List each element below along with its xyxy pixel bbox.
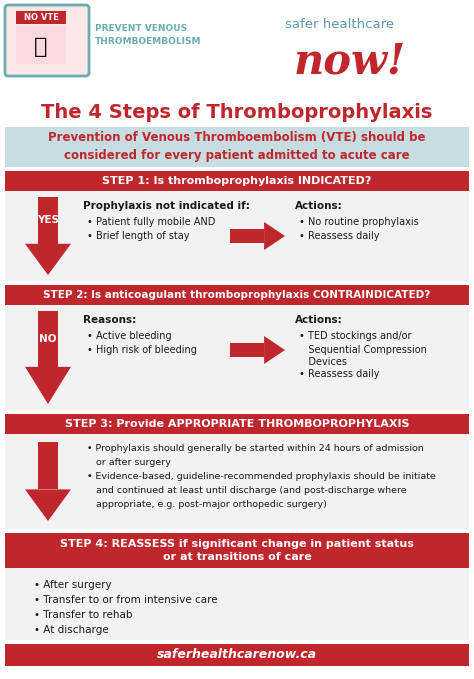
Text: • Evidence-based, guideline-recommended prophylaxis should be initiate: • Evidence-based, guideline-recommended …	[87, 472, 436, 481]
Text: • High risk of bleeding: • High risk of bleeding	[87, 345, 197, 355]
Text: STEP 1: Is thromboprophylaxis INDICATED?: STEP 1: Is thromboprophylaxis INDICATED?	[102, 176, 372, 186]
Text: or after surgery: or after surgery	[87, 458, 171, 467]
Bar	[38, 197, 58, 244]
Polygon shape	[264, 336, 285, 364]
Text: • Active bleeding: • Active bleeding	[87, 331, 172, 341]
Text: YES: YES	[37, 215, 59, 225]
Bar	[0, 0, 474, 95]
Bar	[5, 127, 469, 167]
Bar	[5, 305, 469, 410]
Bar	[5, 533, 469, 568]
Text: STEP 4: REASSESS if significant change in patient status
or at transitions of ca: STEP 4: REASSESS if significant change i…	[60, 539, 414, 562]
Text: saferhealthcarenow.ca: saferhealthcarenow.ca	[157, 648, 317, 661]
Text: • Brief length of stay: • Brief length of stay	[87, 231, 190, 241]
Polygon shape	[25, 490, 71, 521]
Text: Sequential Compression: Sequential Compression	[299, 345, 427, 355]
Text: • Transfer to or from intensive care: • Transfer to or from intensive care	[34, 595, 218, 605]
Polygon shape	[25, 244, 71, 275]
Bar	[5, 434, 469, 529]
Text: • No routine prophylaxis: • No routine prophylaxis	[299, 217, 419, 227]
Text: • At discharge: • At discharge	[34, 625, 109, 635]
Text: • Prophylaxis should generally be started within 24 hours of admission: • Prophylaxis should generally be starte…	[87, 444, 424, 453]
Bar	[5, 644, 469, 666]
Text: Prevention of Venous Thromboembolism (VTE) should be
considered for every patien: Prevention of Venous Thromboembolism (VT…	[48, 132, 426, 162]
Text: NO VTE: NO VTE	[24, 13, 58, 22]
Bar	[5, 285, 469, 305]
Bar	[16, 26, 66, 64]
Bar	[230, 344, 264, 356]
Text: appropriate, e.g. post-major orthopedic surgery): appropriate, e.g. post-major orthopedic …	[87, 500, 327, 509]
Text: • Reassess daily: • Reassess daily	[299, 231, 380, 241]
Text: now!: now!	[294, 41, 406, 83]
Text: Prophylaxis not indicated if:: Prophylaxis not indicated if:	[83, 201, 250, 211]
Text: • Reassess daily: • Reassess daily	[299, 369, 380, 379]
Text: • Transfer to rehab: • Transfer to rehab	[34, 610, 133, 620]
Text: safer healthcare: safer healthcare	[285, 18, 394, 31]
Bar	[16, 11, 66, 24]
Bar	[38, 442, 58, 490]
Text: Actions:: Actions:	[295, 201, 343, 211]
Polygon shape	[264, 222, 285, 250]
Polygon shape	[25, 367, 71, 404]
Text: • TED stockings and/or: • TED stockings and/or	[299, 331, 411, 341]
Text: 🛏: 🛏	[34, 37, 48, 57]
Text: STEP 2: Is anticoagulant thromboprophylaxis CONTRAINDICATED?: STEP 2: Is anticoagulant thromboprophyla…	[44, 290, 430, 300]
Text: Devices: Devices	[299, 357, 347, 367]
Bar	[0, 95, 474, 125]
Text: • Patient fully mobile AND: • Patient fully mobile AND	[87, 217, 215, 227]
Text: STEP 3: Provide APPROPRIATE THROMBOPROPHYLAXIS: STEP 3: Provide APPROPRIATE THROMBOPROPH…	[65, 419, 409, 429]
Text: The 4 Steps of Thromboprophylaxis: The 4 Steps of Thromboprophylaxis	[41, 103, 433, 122]
Text: Reasons:: Reasons:	[83, 315, 136, 325]
FancyBboxPatch shape	[5, 5, 89, 76]
Text: Actions:: Actions:	[295, 315, 343, 325]
Text: and continued at least until discharge (and post-discharge where: and continued at least until discharge (…	[87, 486, 407, 495]
Bar	[5, 171, 469, 191]
Text: • After surgery: • After surgery	[34, 580, 111, 590]
Bar	[230, 230, 264, 242]
Bar	[5, 191, 469, 281]
Bar	[5, 414, 469, 434]
Bar	[38, 311, 58, 367]
Text: NO: NO	[39, 334, 57, 344]
Bar	[5, 568, 469, 640]
Text: PREVENT VENOUS
THROMBOEMBOLISM: PREVENT VENOUS THROMBOEMBOLISM	[95, 24, 201, 45]
